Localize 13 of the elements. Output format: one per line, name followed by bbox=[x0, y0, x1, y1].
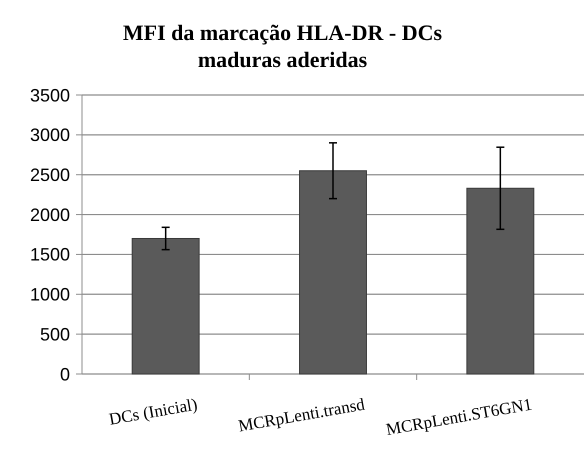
y-tick-label: 500 bbox=[40, 324, 70, 344]
x-tick-label: DCs (Inicial) bbox=[108, 394, 199, 429]
y-tick-label: 3500 bbox=[30, 85, 70, 106]
chart-title: MFI da marcação HLA-DR - DCs maduras aderidas bbox=[122, 20, 443, 72]
bar bbox=[466, 188, 534, 374]
y-tick-label: 1000 bbox=[30, 284, 70, 305]
bar bbox=[132, 238, 200, 374]
y-tick-label: 2000 bbox=[30, 204, 70, 225]
bar bbox=[299, 170, 367, 374]
y-tick-label: 1500 bbox=[30, 244, 70, 265]
y-tick-label: 3000 bbox=[30, 125, 70, 146]
y-tick-label: 0 bbox=[60, 364, 70, 384]
y-tick-label: 2500 bbox=[30, 165, 70, 186]
